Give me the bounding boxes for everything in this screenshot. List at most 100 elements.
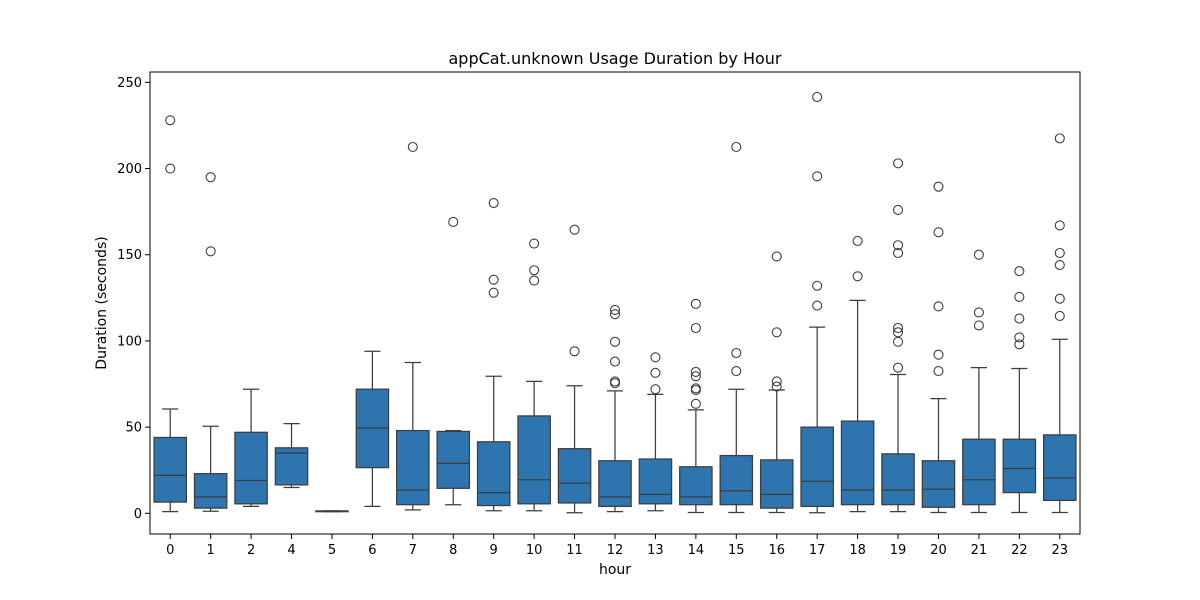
- x-tick-label: 1: [207, 543, 215, 558]
- outlier-point: [973, 249, 984, 260]
- box-iqr: [598, 460, 632, 508]
- outlier-point: [731, 347, 742, 359]
- outlier-point: [609, 304, 621, 315]
- box-group-hour-11: [557, 224, 592, 514]
- outlier-point: [609, 336, 621, 347]
- outlier-point: [892, 327, 904, 338]
- box-group-hour-13: [638, 352, 673, 512]
- y-tick-label: 250: [117, 76, 142, 91]
- outlier-point: [852, 235, 863, 246]
- x-tick-label: 12: [607, 543, 624, 558]
- box-iqr: [153, 436, 188, 503]
- box-iqr: [881, 453, 915, 506]
- outlier-point: [650, 384, 661, 395]
- outlier-point: [771, 376, 782, 387]
- outlier-point: [609, 356, 621, 367]
- outlier-point: [650, 367, 661, 378]
- box-group-hour-20: [921, 181, 956, 514]
- outlier-point: [892, 240, 904, 251]
- outlier-point: [569, 346, 580, 357]
- box-iqr: [557, 448, 592, 504]
- outlier-point: [1014, 266, 1025, 277]
- outlier-point: [609, 309, 621, 320]
- x-tick-label: 14: [688, 543, 705, 558]
- box-iqr: [679, 466, 713, 506]
- box-group-hour-18: [840, 235, 875, 513]
- outlier-point: [771, 251, 782, 262]
- box-iqr: [476, 441, 511, 507]
- outlier-point: [892, 336, 904, 347]
- outlier-point: [1054, 247, 1065, 259]
- x-tick-label: 7: [409, 543, 417, 558]
- x-tick-label: 10: [526, 543, 543, 558]
- box-group-hour-2: [234, 388, 268, 508]
- outlier-point: [650, 352, 661, 363]
- x-tick-label: 20: [930, 543, 947, 558]
- x-tick-label: 15: [728, 543, 745, 558]
- x-tick-label: 13: [647, 543, 664, 558]
- outlier-point: [165, 115, 176, 126]
- box-iqr: [759, 459, 794, 509]
- outlier-point: [892, 204, 904, 215]
- outlier-point: [933, 301, 944, 312]
- x-tick-label: 0: [166, 543, 174, 558]
- x-tick-label: 8: [449, 543, 457, 558]
- box-group-hour-23: [1042, 133, 1077, 514]
- x-tick-label: 4: [287, 543, 295, 558]
- x-tick-label: 9: [490, 543, 498, 558]
- box-group-hour-10: [517, 238, 551, 512]
- x-tick-label: 17: [809, 543, 826, 558]
- outlier-point: [933, 349, 944, 360]
- y-tick-label: 150: [117, 248, 142, 263]
- box-iqr: [517, 415, 551, 505]
- y-tick-label: 200: [117, 162, 142, 177]
- box-group-hour-6: [355, 350, 390, 508]
- box-group-hour-4: [274, 423, 309, 489]
- outlier-point: [812, 171, 823, 182]
- outlier-point: [933, 227, 944, 238]
- outlier-point: [488, 197, 499, 209]
- box-group-hour-17: [800, 91, 834, 514]
- box-group-hour-8: [436, 216, 471, 506]
- box-iqr: [1042, 434, 1077, 502]
- outlier-point: [892, 247, 904, 259]
- outlier-point: [892, 322, 904, 334]
- box-group-hour-1: [193, 172, 228, 512]
- outlier-point: [852, 271, 863, 282]
- outlier-point: [529, 275, 540, 286]
- outlier-point: [731, 141, 742, 153]
- outlier-point: [529, 265, 540, 276]
- outlier-point: [812, 280, 823, 291]
- box-iqr: [840, 420, 875, 506]
- outlier-point: [973, 307, 984, 318]
- y-axis-label: Duration (seconds): [94, 236, 110, 369]
- outlier-point: [812, 300, 823, 311]
- box-iqr: [800, 426, 834, 508]
- outlier-point: [731, 366, 742, 377]
- outlier-point: [569, 224, 580, 235]
- box-iqr: [274, 447, 309, 486]
- box-iqr: [921, 460, 956, 508]
- box-group-hour-21: [962, 249, 996, 514]
- outlier-point: [892, 158, 904, 169]
- outlier-point: [609, 376, 621, 387]
- box-iqr: [234, 431, 268, 505]
- box-iqr: [638, 458, 673, 505]
- x-tick-label: 18: [849, 543, 866, 558]
- x-tick-label: 19: [890, 543, 907, 558]
- box-group-hour-16: [759, 251, 794, 514]
- outlier-point: [933, 366, 944, 377]
- box-group-hour-9: [476, 197, 511, 512]
- x-tick-label: 21: [971, 543, 988, 558]
- plot-area: [153, 91, 1077, 514]
- outlier-point: [973, 320, 984, 331]
- x-tick-label: 16: [768, 543, 785, 558]
- y-tick-label: 50: [125, 421, 142, 436]
- outlier-point: [1054, 133, 1065, 144]
- box-group-hour-22: [1002, 266, 1037, 514]
- box-group-hour-7: [396, 141, 430, 511]
- y-tick-label: 0: [134, 507, 142, 522]
- outlier-point: [690, 298, 701, 309]
- outlier-point: [1014, 291, 1025, 303]
